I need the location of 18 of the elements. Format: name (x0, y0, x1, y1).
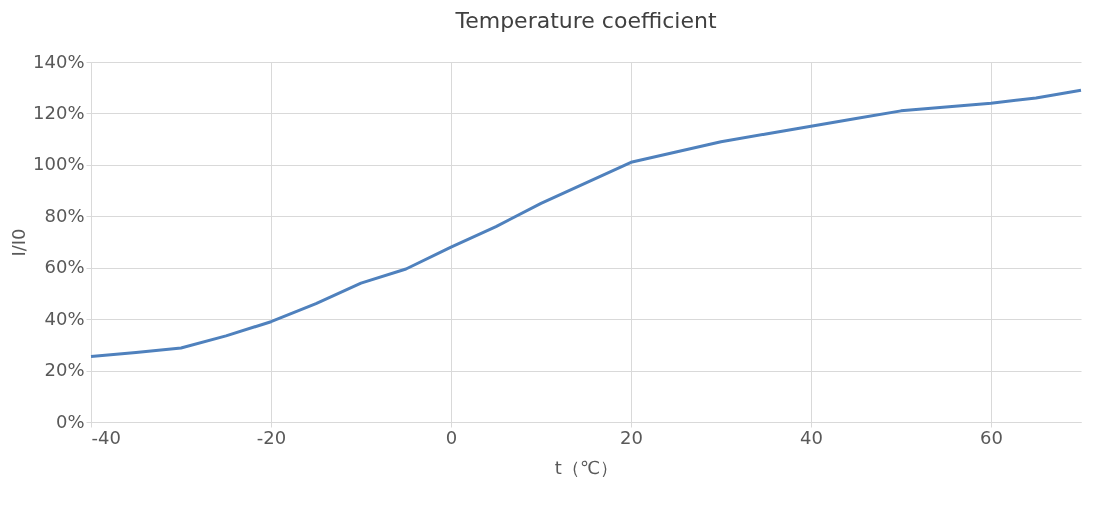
x-tick-label: 40 (800, 426, 823, 448)
chart-title: Temperature coefficient (454, 8, 717, 33)
x-tick-label: -20 (256, 426, 287, 448)
y-tick-label: 120% (33, 101, 85, 123)
y-tick-label: 100% (33, 153, 85, 175)
x-tick-label: 60 (980, 426, 1003, 448)
x-tick-label: 0 (445, 426, 458, 448)
line-series (89, 88, 1083, 358)
y-tick-label: 40% (44, 307, 85, 329)
y-tick-label: 80% (44, 204, 85, 226)
y-tick-label: 0% (55, 410, 85, 432)
y-tick-label: 60% (44, 256, 85, 278)
x-tick-label: -40 (91, 426, 121, 448)
x-tick-label: 20 (620, 426, 643, 448)
y-axis-title: I/I0 (8, 228, 30, 257)
y-tick-label: 140% (33, 50, 85, 72)
y-tick-label: 20% (44, 359, 85, 381)
x-axis-title: t（℃） (554, 456, 619, 478)
